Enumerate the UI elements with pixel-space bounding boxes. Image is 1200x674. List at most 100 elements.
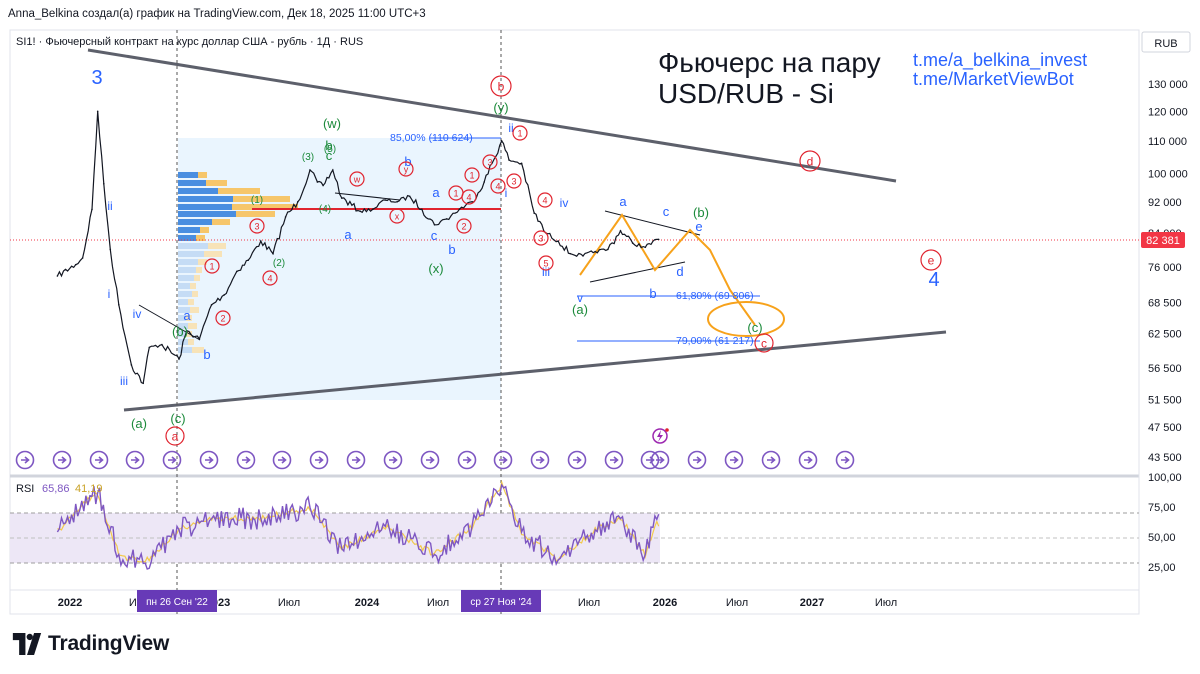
fib-label-mid: 61,80% (69 806) — [676, 290, 754, 302]
volume-profile-bar — [188, 339, 194, 345]
event-arrow-icon[interactable] — [236, 450, 256, 470]
wave-label-a: a — [432, 185, 440, 200]
rsi-line — [56, 483, 660, 570]
circled-wave-label: 4 — [542, 196, 547, 206]
pattern-line[interactable] — [604, 210, 701, 236]
circled-wave-label: 5 — [543, 259, 548, 269]
circled-wave-label: y — [404, 165, 409, 175]
event-arrow-icon[interactable] — [835, 450, 855, 470]
wave-label-a: a — [183, 308, 191, 323]
price-point — [500, 140, 503, 142]
price-point — [322, 184, 324, 187]
wave-label-e: e — [695, 219, 702, 234]
telegram-link-1[interactable]: t.me/a_belkina_invest — [913, 50, 1087, 71]
y-tick: 47 500 — [1148, 422, 1182, 434]
volume-profile-bar — [178, 219, 212, 225]
event-arrow-icon[interactable] — [798, 450, 818, 470]
event-arrow-icon[interactable] — [346, 450, 366, 470]
circled-wave-marker — [754, 333, 774, 353]
pattern-line[interactable] — [138, 304, 201, 341]
tradingview-logo-icon — [12, 633, 42, 655]
volume-profile-bar — [178, 188, 218, 194]
x-tick: Июл — [427, 597, 449, 609]
circled-wave-marker — [799, 150, 821, 172]
date-range-box[interactable] — [178, 138, 501, 400]
event-arrow-icon[interactable] — [125, 450, 145, 470]
time-highlight-2[interactable] — [461, 590, 541, 612]
volume-profile-bar — [212, 219, 230, 225]
volume-profile-bar — [178, 347, 192, 353]
wave-label-c: c — [663, 204, 670, 219]
time-highlight-1[interactable] — [137, 590, 217, 612]
volume-profile-bar — [178, 275, 194, 281]
price-point — [316, 181, 319, 183]
rsi-value-2: 41,19 — [75, 483, 103, 495]
tradingview-logo[interactable]: TradingView — [12, 632, 169, 656]
event-arrow-icon[interactable] — [89, 450, 109, 470]
volume-profile-bar — [196, 235, 205, 241]
event-arrow-icon[interactable] — [650, 450, 670, 470]
price-point — [91, 208, 93, 211]
wave-label-a: a — [344, 227, 352, 242]
pattern-line[interactable] — [589, 261, 686, 283]
wave-label-ii: ii — [107, 199, 112, 213]
circled-wave-label: 1 — [209, 262, 214, 272]
wave-label-number: (4) — [319, 204, 331, 215]
volume-profile — [178, 172, 298, 353]
currency-box[interactable] — [1141, 31, 1191, 53]
event-arrow-icon[interactable] — [383, 450, 403, 470]
target-zone-ellipse[interactable] — [707, 301, 785, 337]
price-point — [408, 195, 411, 198]
time-axis[interactable]: 2022 Июл 2023 Июл 2024 Июл Июл 2026 Июл … — [58, 590, 897, 612]
wave-label-b: b — [404, 154, 411, 169]
circled-wave-marker — [389, 208, 405, 224]
lightning-icon[interactable] — [652, 428, 669, 444]
event-arrow-icon[interactable] — [567, 450, 587, 470]
telegram-link-2[interactable]: t.me/MarketViewBot — [913, 69, 1074, 89]
event-arrow-icon[interactable] — [761, 450, 781, 470]
circled-wave-label: 3 — [511, 177, 516, 187]
event-arrow-icon[interactable] — [272, 450, 292, 470]
event-arrow-icon[interactable] — [199, 450, 219, 470]
event-arrow-icon[interactable] — [15, 450, 35, 470]
price-point — [223, 294, 225, 296]
wave-label-c-green: (c) — [170, 411, 185, 426]
price-point — [247, 259, 249, 262]
lower-trendline[interactable] — [123, 330, 947, 412]
circled-wave-marker — [249, 218, 265, 234]
wave-label-w: (w) — [323, 116, 341, 131]
upper-trendline[interactable] — [87, 48, 897, 183]
event-arrow-icon[interactable] — [457, 450, 477, 470]
event-arrow-icon[interactable] — [420, 450, 440, 470]
event-arrow-icon[interactable] — [52, 450, 72, 470]
volume-profile-bar — [192, 291, 198, 297]
price-point — [359, 210, 361, 212]
event-arrow-icon[interactable] — [724, 450, 744, 470]
price-point — [657, 238, 660, 241]
fib-label-top: 85,00% (110 624) — [390, 132, 473, 144]
event-arrow-icon[interactable] — [162, 450, 182, 470]
x-tick: Июл — [875, 597, 897, 609]
event-arrow-icon[interactable] — [687, 450, 707, 470]
event-arrow-icon[interactable] — [640, 450, 660, 470]
event-arrow-icon[interactable] — [309, 450, 329, 470]
projection-path[interactable] — [579, 213, 756, 326]
rsi-axis[interactable]: 100,00 75,00 50,00 25,00 — [1148, 472, 1182, 574]
event-arrow-icon[interactable] — [530, 450, 550, 470]
wave-label-iv: iv — [560, 196, 569, 210]
volume-profile-bar — [198, 172, 207, 178]
price-point — [433, 224, 436, 226]
price-point — [644, 246, 647, 249]
price-point — [557, 240, 559, 242]
event-icon-row[interactable] — [15, 450, 855, 470]
circled-wave-marker — [920, 249, 942, 271]
volume-profile-bar — [178, 204, 232, 210]
price-point — [186, 330, 188, 332]
event-arrow-icon[interactable] — [493, 450, 513, 470]
y-tick: 51 500 — [1148, 394, 1182, 406]
event-arrow-icon[interactable] — [604, 450, 624, 470]
y-tick: 120 000 — [1148, 106, 1188, 118]
volume-profile-bar — [192, 347, 204, 353]
